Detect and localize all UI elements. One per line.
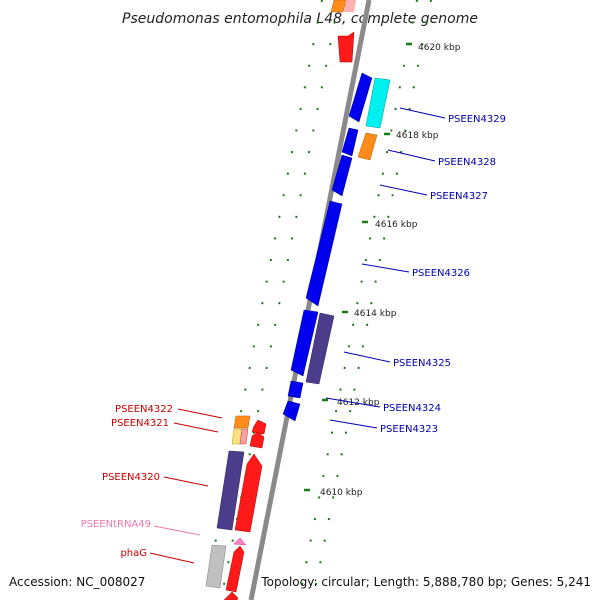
gene-arrow-cyan[interactable] — [365, 77, 391, 129]
gene-arrow-PSEEN4324[interactable] — [287, 380, 304, 399]
guide-track-outer-right — [312, 0, 432, 600]
leader-phaG — [149, 552, 195, 564]
gene-arrow-red-small-2[interactable] — [249, 431, 265, 449]
leader-PSEEN4321 — [173, 422, 219, 433]
gene-label-PSEEN4328[interactable]: PSEEN4328 — [438, 157, 496, 168]
gene-label-PSEEN4325[interactable]: PSEEN4325 — [393, 358, 451, 369]
kbp-ticks — [304, 42, 412, 492]
gene-arrow-PSEEN4322[interactable] — [233, 415, 251, 429]
leader-PSEEN4323 — [329, 419, 378, 429]
gene-arrow-red-bottom[interactable] — [225, 545, 245, 593]
gene-label-PSEEN4321[interactable]: PSEEN4321 — [111, 418, 169, 429]
gene-label-PSEEN4320[interactable]: PSEEN4320 — [102, 472, 160, 483]
gene-arrow-orange[interactable] — [357, 132, 378, 161]
gene-arrow-red-edge[interactable] — [223, 591, 239, 600]
gene-arrow-phaG[interactable] — [205, 544, 227, 589]
gene-arrow-PSEEN4329[interactable] — [348, 72, 373, 123]
accession-text: Accession: NC_008027 — [9, 575, 145, 589]
gene-arrow-PSEENtRNA49[interactable] — [233, 537, 247, 546]
gene-arrow-PSEEN4326[interactable] — [305, 200, 343, 307]
map-title: Pseudomonas entomophila L48, complete ge… — [122, 11, 478, 27]
gene-arrow-PSEEN4323[interactable] — [282, 400, 301, 422]
leader-PSEEN4327 — [379, 184, 428, 196]
tick-label: 4610 kbp — [320, 488, 363, 498]
leader-PSEEN4322 — [177, 408, 223, 419]
leader-lines — [149, 107, 446, 564]
leader-PSEEN4328 — [387, 149, 436, 162]
gene-label-PSEENtRNA49[interactable]: PSEENtRNA49 — [81, 519, 151, 530]
tick-label: 4618 kbp — [396, 131, 439, 141]
gene-arrow-PSEEN4328[interactable] — [341, 127, 359, 157]
gene-label-PSEEN4326[interactable]: PSEEN4326 — [412, 268, 470, 279]
gene-label-PSEEN4329[interactable]: PSEEN4329 — [448, 114, 506, 125]
gene-arrow-PSEEN4327[interactable] — [331, 154, 353, 197]
topology-text: Topology: circular; Length: 5,888,780 bp… — [260, 575, 591, 589]
gene-label-PSEEN4322[interactable]: PSEEN4322 — [115, 404, 173, 415]
gene-label-PSEEN4323[interactable]: PSEEN4323 — [380, 424, 438, 435]
gene-arrow-PSEEN4321-pink[interactable] — [239, 428, 249, 445]
gene-arrow-top-pink[interactable] — [344, 0, 356, 12]
leader-PSEENtRNA49 — [153, 525, 201, 536]
tick-label: 4614 kbp — [354, 309, 397, 319]
gene-label-PSEEN4324[interactable]: PSEEN4324 — [383, 403, 441, 414]
gene-arrow-top-forward[interactable] — [337, 31, 355, 63]
gene-arrow-top-orange[interactable] — [330, 0, 347, 13]
gene-arrow-red-small-1[interactable] — [251, 419, 267, 435]
gene-label-PSEEN4327[interactable]: PSEEN4327 — [430, 191, 488, 202]
leader-PSEEN4326 — [361, 263, 410, 273]
tick-label: 4620 kbp — [418, 43, 461, 53]
leader-PSEEN4325 — [343, 351, 391, 363]
gene-arrow-PSEEN4325-slate[interactable] — [305, 312, 335, 385]
leader-PSEEN4324 — [325, 397, 381, 408]
gene-arrow-PSEEN4325[interactable] — [290, 309, 319, 377]
leader-PSEEN4320 — [163, 476, 209, 487]
leader-PSEEN4329 — [399, 107, 446, 119]
gene-label-phaG[interactable]: phaG — [120, 548, 147, 559]
gene-arrow-red-large[interactable] — [234, 453, 263, 533]
tick-label: 4616 kbp — [375, 220, 418, 230]
gene-labels: PSEEN4329 PSEEN4328 PSEEN4327 PSEEN4326 … — [81, 114, 506, 559]
gene-arrow-PSEEN4320[interactable] — [216, 450, 245, 531]
